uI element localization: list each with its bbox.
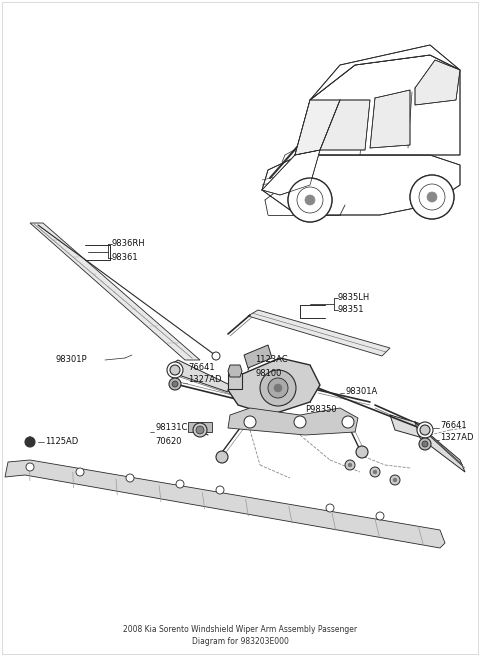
Text: P98350: P98350: [305, 405, 336, 415]
Text: 9836RH: 9836RH: [112, 239, 145, 249]
Circle shape: [410, 175, 454, 219]
Polygon shape: [320, 100, 370, 150]
Circle shape: [260, 370, 296, 406]
Circle shape: [167, 362, 183, 378]
Circle shape: [76, 468, 84, 476]
Text: 1123AC: 1123AC: [255, 356, 288, 365]
Circle shape: [294, 416, 306, 428]
Polygon shape: [228, 358, 320, 415]
Circle shape: [196, 426, 204, 434]
Circle shape: [393, 478, 397, 482]
Circle shape: [410, 175, 454, 219]
Text: 1327AD: 1327AD: [188, 375, 221, 384]
Polygon shape: [5, 460, 445, 548]
Text: 98131C: 98131C: [155, 424, 187, 432]
Text: 9835LH: 9835LH: [338, 293, 370, 302]
Circle shape: [326, 504, 334, 512]
Polygon shape: [295, 55, 460, 155]
Circle shape: [419, 184, 445, 210]
Circle shape: [216, 486, 224, 494]
Circle shape: [390, 475, 400, 485]
Polygon shape: [310, 45, 460, 100]
Circle shape: [422, 441, 428, 447]
Circle shape: [342, 416, 354, 428]
Circle shape: [170, 365, 180, 375]
Text: 76641: 76641: [188, 363, 215, 373]
Circle shape: [288, 178, 332, 222]
Circle shape: [297, 187, 323, 213]
Polygon shape: [262, 150, 320, 195]
Circle shape: [216, 451, 228, 463]
Polygon shape: [415, 422, 465, 472]
Circle shape: [268, 378, 288, 398]
Text: 2008 Kia Sorento Windshield Wiper Arm Assembly Passenger: 2008 Kia Sorento Windshield Wiper Arm As…: [123, 626, 357, 634]
Polygon shape: [415, 60, 460, 105]
Circle shape: [348, 463, 352, 467]
Circle shape: [305, 195, 315, 205]
Circle shape: [427, 192, 437, 202]
Circle shape: [274, 384, 282, 392]
Polygon shape: [248, 310, 390, 356]
Circle shape: [193, 423, 207, 437]
Polygon shape: [228, 373, 242, 389]
Polygon shape: [295, 100, 340, 155]
Circle shape: [212, 352, 220, 360]
Polygon shape: [228, 365, 242, 377]
Text: 70620: 70620: [155, 438, 181, 447]
Text: 98351: 98351: [338, 306, 364, 314]
Text: 98301P: 98301P: [55, 356, 86, 365]
Circle shape: [419, 438, 431, 450]
Circle shape: [373, 470, 377, 474]
Circle shape: [26, 463, 34, 471]
Text: 98361: 98361: [112, 253, 139, 262]
Text: 1125AD: 1125AD: [45, 438, 78, 447]
Circle shape: [172, 381, 178, 387]
Circle shape: [356, 446, 368, 458]
Circle shape: [244, 416, 256, 428]
Text: 1327AD: 1327AD: [440, 432, 473, 441]
Circle shape: [376, 512, 384, 520]
Circle shape: [169, 378, 181, 390]
Polygon shape: [370, 90, 410, 148]
Polygon shape: [30, 223, 200, 360]
Circle shape: [288, 178, 332, 222]
Circle shape: [126, 474, 134, 482]
Polygon shape: [390, 415, 430, 440]
Circle shape: [25, 437, 35, 447]
Text: Diagram for 983203E000: Diagram for 983203E000: [192, 638, 288, 647]
Polygon shape: [228, 408, 358, 435]
Circle shape: [370, 467, 380, 477]
Circle shape: [417, 422, 433, 438]
Polygon shape: [244, 345, 272, 368]
Polygon shape: [188, 422, 212, 432]
Circle shape: [345, 460, 355, 470]
Text: 98100: 98100: [255, 369, 281, 377]
Circle shape: [420, 425, 430, 435]
Text: 76641: 76641: [440, 420, 467, 430]
Text: 98301A: 98301A: [345, 388, 377, 396]
Polygon shape: [262, 155, 460, 215]
Circle shape: [176, 480, 184, 488]
Polygon shape: [170, 360, 230, 392]
